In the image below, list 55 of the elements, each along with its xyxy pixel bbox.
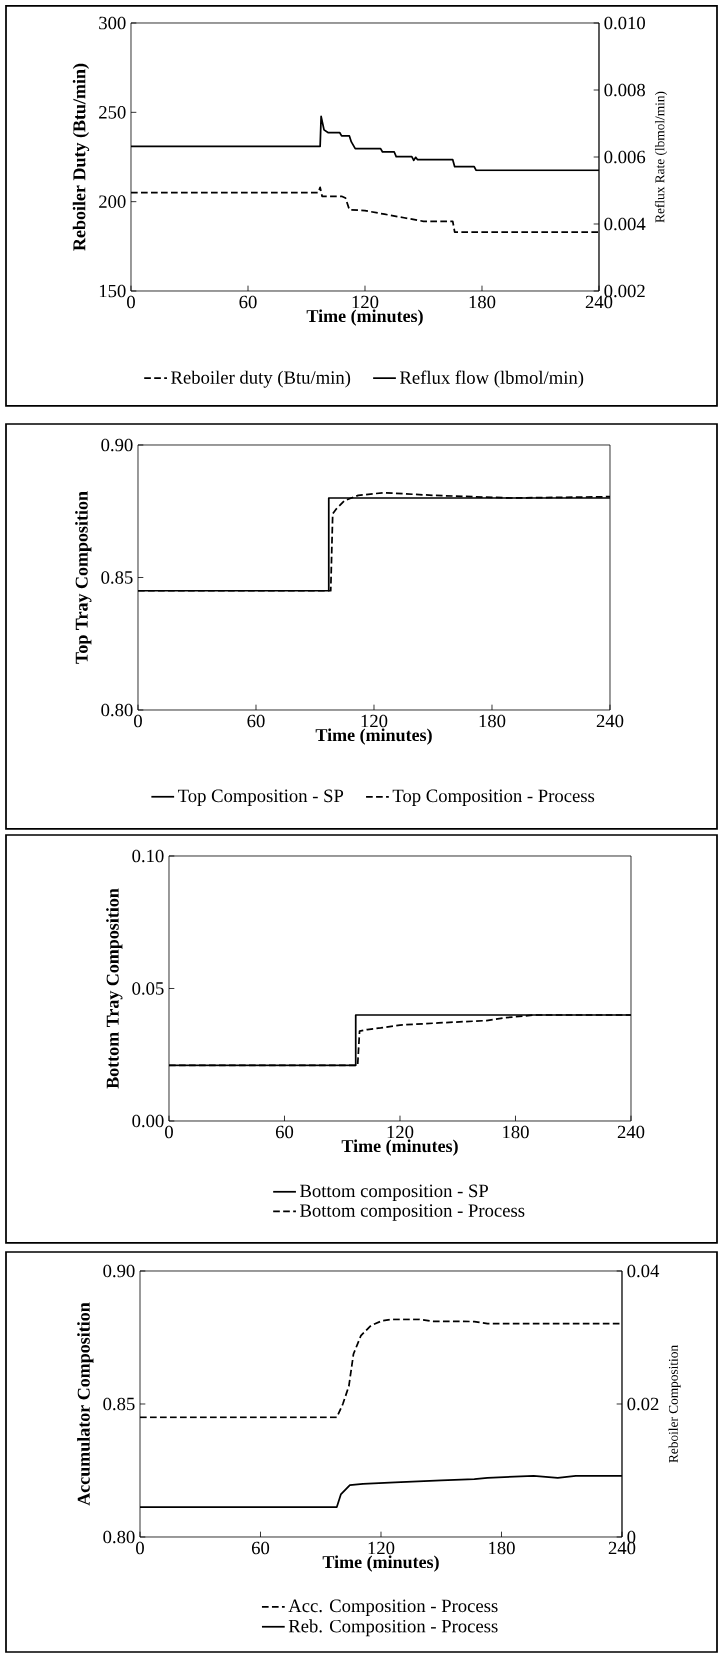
x-tick-label: 180 [503,1125,529,1139]
legend-label: Bottom composition - Process [300,1204,525,1221]
x-tick-label: 240 [596,714,624,728]
x-axis-title: Time (minutes) [315,728,432,745]
y-axis-title: Bottom Tray Composition [106,888,123,1089]
x-tick-label: 120 [352,295,379,309]
x-tick-label: 0 [134,714,142,728]
y2-tick-label: 0.004 [604,217,646,231]
legend-label: Top Composition - SP [177,789,344,806]
legend-label: Acc. Composition - Process [288,1599,498,1616]
y-tick-label: 0.90 [103,1264,135,1278]
x-tick-label: 180 [479,714,506,728]
y-tick-label: 0.85 [103,1397,135,1411]
y-axis-title: Reboiler Duty (Btu/min) [72,63,90,251]
x-tick-label: 120 [387,1125,414,1139]
y2-tick-label: 0.010 [604,16,645,30]
y2-tick-label: 0.04 [627,1264,660,1278]
x-tick-label: 120 [368,1541,395,1555]
x-tick-label: 180 [469,295,496,309]
legend-label: Reb. Composition - Process [288,1619,498,1637]
x-axis-title: Time (minutes) [322,1555,439,1572]
x-axis-title: Time (minutes) [306,309,423,326]
y-tick-label: 0.80 [101,703,133,717]
x-tick-label: 0 [165,1125,173,1139]
y2-tick-label: 0.006 [604,150,646,164]
y-tick-label: 0.05 [132,982,164,995]
legend-label: Reboiler duty (Btu/min) [171,370,351,388]
y-tick-label: 0.10 [132,849,164,863]
x-tick-label: 60 [275,1125,294,1139]
y-tick-label: 0.80 [103,1530,135,1544]
y2-tick-label: 0.008 [604,83,645,97]
x-tick-label: 60 [239,295,257,309]
x-tick-label: 0 [127,295,135,309]
legend-label: Top Composition - Process [392,789,595,806]
x-tick-label: 180 [489,1541,515,1555]
y-tick-label: 150 [99,284,126,298]
y2-axis-title: Reflux Rate (lbmol/min) [654,91,668,223]
legend-label: Bottom composition - SP [300,1184,489,1201]
y-axis-title: Top Tray Composition [75,491,92,664]
y-tick-label: 300 [99,16,126,30]
x-tick-label: 0 [136,1541,144,1555]
y-tick-label: 200 [99,195,126,208]
y-axis-title: Accumulator Composition [77,1302,94,1506]
y-tick-label: 0.85 [101,571,133,584]
x-tick-label: 240 [617,1125,645,1139]
x-tick-label: 60 [247,714,265,728]
y-tick-label: 0.00 [132,1114,164,1128]
y-tick-label: 250 [99,106,126,119]
y2-tick-label: 0.02 [627,1397,659,1411]
x-tick-label: 120 [361,714,388,728]
x-axis-title: Time (minutes) [341,1139,458,1156]
y-tick-label: 0.90 [101,438,133,452]
legend-label: Reflux flow (lbmol/min) [399,370,584,388]
y2-axis-title: Reboiler Composition [668,1345,681,1463]
x-tick-label: 60 [251,1541,270,1555]
